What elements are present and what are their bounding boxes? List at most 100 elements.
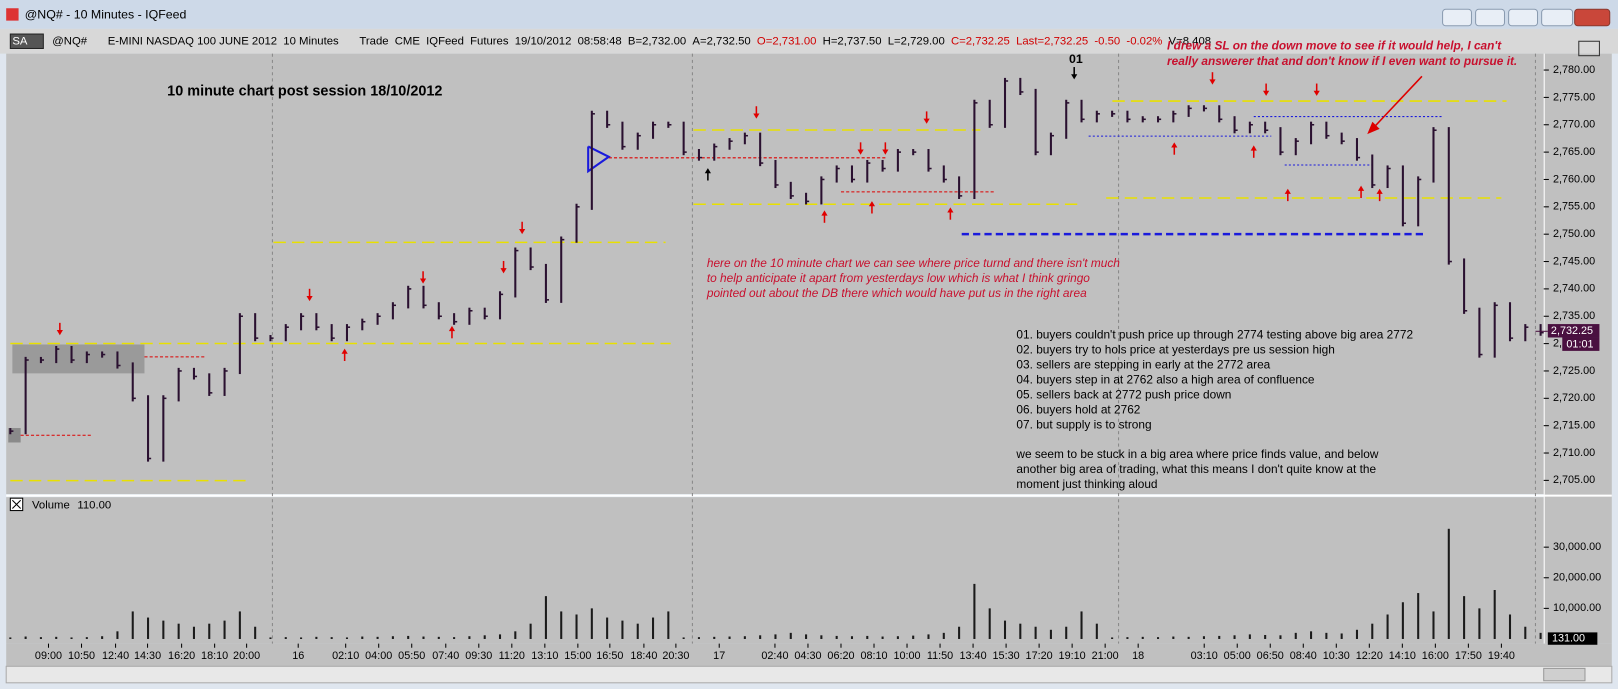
y-tick-label: 2,710.00 [1553,447,1595,459]
arrow-head [1250,145,1257,151]
volume-bar [896,636,899,639]
volume-bar [1049,629,1052,639]
x-tick-label: 20:00 [233,650,260,662]
x-tick-label: 07:40 [432,650,459,662]
toolbar-item: CME [395,35,421,47]
pointer-arrow [1371,75,1423,130]
volume-bar [1432,611,1435,639]
volume-bar [101,636,104,639]
control-button[interactable] [1508,8,1539,27]
volume-bar [973,583,976,639]
x-tick-label: 13:40 [960,650,987,662]
annotation: really answerer that and don't know if I… [1167,54,1517,68]
volume-bar [9,637,12,639]
x-tick-label: 06:20 [827,650,854,662]
note: 01. buyers couldn't push price up throug… [1016,327,1413,341]
x-tick-label: 10:00 [893,650,920,662]
volume-bar [514,631,517,639]
volume-bar [743,636,746,639]
volume-bar [376,636,379,639]
y-tick-label: 2,735.00 [1553,310,1595,322]
arrow-head [821,210,828,216]
toolbar-item: A=2,732.50 [692,35,750,47]
x-tick-label: 18 [1132,650,1144,662]
window-title: @NQ# - 10 Minutes - IQFeed [25,8,187,22]
annotation: to help anticipate it apart from yesterd… [707,271,1090,285]
volume-bar [70,637,73,639]
x-tick-label: 11:50 [927,650,953,662]
y-tick-label: 2,745.00 [1553,255,1595,267]
toolbar-item: B=2,732.00 [628,35,686,47]
arrow-head [1263,90,1270,96]
time-axis-panel [6,643,1612,667]
x-tick-label: 14:10 [1389,650,1416,662]
x-tick-label: 16 [292,650,304,662]
x-tick-label: 21:00 [1092,650,1119,662]
volume-bar [1095,623,1098,639]
volume-bar [1340,633,1343,639]
volume-bar [422,636,425,639]
y-tick-label: 2,770.00 [1553,119,1595,131]
scrollbar[interactable] [5,665,1613,684]
maximize-button[interactable] [1541,8,1574,27]
note: 04. buyers step in at 2762 also a high a… [1016,373,1314,387]
toolbar [0,28,1618,54]
arrow-head [868,201,876,207]
day-separators [271,53,1536,644]
volume-bar [55,636,58,639]
volume-bar [147,617,150,639]
volume-bar [1111,637,1114,639]
last-price-box [1547,324,1600,338]
scroll-thumb[interactable] [1543,667,1586,682]
volume-bar [1080,611,1083,639]
volume-title: Volume [32,499,70,511]
x-tick-label: 18:40 [630,650,657,662]
x-tick-label: 14:30 [134,650,161,662]
volume-bar [805,634,808,639]
arrow-head [419,278,427,284]
x-tick-label: 05:00 [1224,650,1251,662]
volume-last-box [1547,632,1598,645]
close-button[interactable] [1574,8,1611,27]
y-tick-label: 2,750.00 [1553,228,1595,240]
y-tick-label: 2,775.00 [1553,91,1595,103]
volume-bar [1141,636,1144,639]
toolbar-item: IQFeed [426,35,464,47]
side-toggle[interactable] [1578,40,1600,57]
volume-bar [958,626,961,639]
volume-panel [6,497,1544,644]
volume-bar [1157,637,1160,639]
volume-bar [942,632,945,639]
toolbar-item: O=2,731.00 [757,35,817,47]
toolbar-item: L=2,729.00 [888,35,945,47]
arrow-head [1284,188,1291,194]
volume-bar [1325,632,1328,639]
control-button[interactable] [1442,8,1472,27]
volume-bar [560,611,563,639]
toolbar-item: V=8,408 [1169,35,1212,47]
x-tick-label: 19:40 [1488,650,1515,662]
x-tick-label: 06:50 [1257,650,1284,662]
control-button[interactable] [1475,8,1506,27]
x-tick-label: 04:00 [365,650,392,662]
x-tick-label: 02:10 [332,650,359,662]
level-lines [10,100,1507,482]
note: 03. sellers are stepping in early at the… [1016,357,1270,371]
toolbar-item: H=2,737.50 [823,35,882,47]
symbol-box[interactable] [9,33,44,49]
x-tick-label: 05:50 [398,650,425,662]
x-tick-label: 12:20 [1356,650,1383,662]
volume-bar [361,636,364,639]
volume-bar [1447,528,1450,639]
volume-bar [636,623,639,639]
volume-bar [1019,623,1022,639]
x-tick-label: 08:10 [860,650,887,662]
window-controls[interactable] [1442,8,1611,27]
pointer-arrow-head [1367,121,1380,135]
y-tick-label: 2,725.00 [1553,365,1595,377]
x-tick-label: 17:50 [1455,650,1482,662]
volume-bar [223,620,226,639]
volume-bar [575,614,578,639]
arrow-head [519,228,526,235]
volume-title-value: 110.00 [77,499,111,511]
